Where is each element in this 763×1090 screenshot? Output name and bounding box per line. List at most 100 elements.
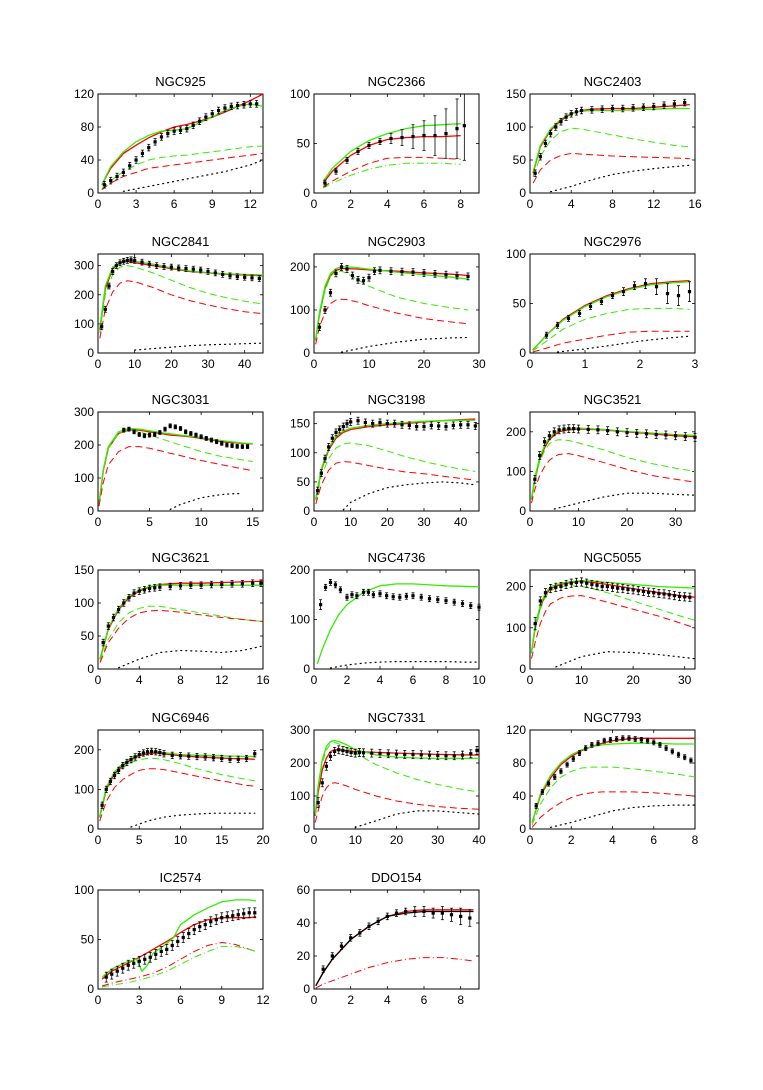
x-tick-label: 4	[384, 197, 391, 211]
data-point	[444, 132, 448, 136]
data-point	[378, 268, 382, 272]
data-point	[338, 427, 342, 432]
y-tick-label: 0	[303, 504, 310, 518]
y-tick-label: 40	[81, 153, 95, 167]
x-tick-label: 3	[136, 993, 143, 1007]
data-point	[376, 919, 380, 923]
data-point	[444, 599, 448, 603]
data-point	[328, 291, 333, 295]
data-point	[433, 272, 437, 276]
data-point	[533, 477, 537, 481]
x-tick-label: 30	[417, 515, 431, 529]
data-point	[330, 436, 334, 440]
curve-model-green	[530, 427, 696, 499]
curve-gas	[354, 810, 480, 829]
data-point	[411, 270, 415, 274]
data-point	[107, 284, 111, 288]
curve-stellar-red	[532, 152, 690, 184]
data-point	[654, 432, 658, 437]
data-point	[220, 582, 224, 587]
data-point	[559, 120, 563, 124]
data-point	[114, 264, 118, 268]
data-point	[459, 423, 463, 427]
data-point	[178, 754, 183, 758]
x-tick-label: 10	[344, 515, 358, 529]
data-point	[321, 967, 325, 971]
x-tick-label: 0	[95, 357, 102, 371]
data-point	[147, 433, 152, 437]
data-point	[236, 103, 240, 108]
data-point	[122, 601, 126, 605]
curve-gas	[340, 336, 469, 353]
data-point	[253, 911, 257, 915]
data-point	[154, 952, 158, 956]
data-point	[220, 916, 224, 920]
data-point	[102, 183, 106, 187]
data-point	[158, 750, 162, 755]
curve-stellar-green	[315, 442, 476, 501]
data-point	[243, 275, 247, 279]
data-point	[538, 453, 542, 458]
y-tick-label: 60	[297, 883, 311, 897]
data-point	[654, 285, 659, 289]
y-tick-label: 40	[513, 789, 527, 803]
x-tick-label: 6	[650, 833, 657, 847]
data-point	[437, 424, 441, 428]
data-point	[350, 273, 355, 278]
panel-title: DDO154	[371, 870, 422, 885]
x-tick-label: 8	[692, 833, 699, 847]
x-tick-label: 0	[95, 515, 102, 529]
data-point	[140, 151, 145, 155]
data-point	[209, 438, 214, 442]
y-tick-label: 0	[87, 346, 94, 360]
data-point	[185, 127, 189, 131]
data-point	[209, 582, 214, 587]
data-point	[643, 282, 648, 286]
data-point	[366, 590, 371, 594]
data-point	[349, 936, 353, 940]
x-tick-label: 4	[609, 833, 616, 847]
x-tick-label: 10	[362, 357, 376, 371]
data-point	[357, 750, 361, 755]
data-point	[316, 489, 320, 493]
y-tick-label: 300	[74, 405, 94, 419]
data-point	[104, 975, 108, 979]
data-point	[403, 752, 407, 757]
data-point	[158, 585, 162, 589]
y-tick-label: 0	[303, 186, 310, 200]
data-point	[389, 136, 393, 141]
x-tick-label: 8	[457, 197, 464, 211]
data-point	[118, 261, 122, 265]
y-tick-label: 100	[506, 621, 526, 635]
data-point	[543, 591, 548, 595]
data-point	[199, 435, 203, 439]
panel-title: NGC3031	[152, 392, 210, 407]
curve-gas	[549, 164, 691, 193]
data-point	[103, 307, 107, 311]
data-point	[204, 436, 208, 440]
x-tick-label: 0	[95, 197, 102, 211]
data-point	[688, 595, 692, 599]
data-point	[616, 586, 620, 590]
data-point	[209, 920, 213, 924]
data-point	[356, 419, 360, 423]
data-point	[323, 456, 327, 461]
x-tick-label: 40	[472, 833, 486, 847]
x-tick-label: 20	[390, 833, 404, 847]
data-point	[345, 267, 349, 271]
curve-model-red	[532, 103, 690, 174]
y-tick-label: 200	[74, 438, 94, 452]
x-tick-label: 10	[572, 515, 586, 529]
y-tick-label: 200	[74, 288, 94, 302]
data-point	[633, 737, 637, 741]
curve-model-green	[99, 751, 255, 817]
x-tick-label: 0	[527, 515, 534, 529]
data-point	[220, 756, 224, 761]
data-point	[253, 752, 257, 756]
data-point	[236, 913, 240, 917]
curve-gas	[122, 159, 264, 192]
data-point	[673, 434, 678, 438]
data-point	[220, 441, 224, 445]
data-point	[112, 773, 117, 778]
